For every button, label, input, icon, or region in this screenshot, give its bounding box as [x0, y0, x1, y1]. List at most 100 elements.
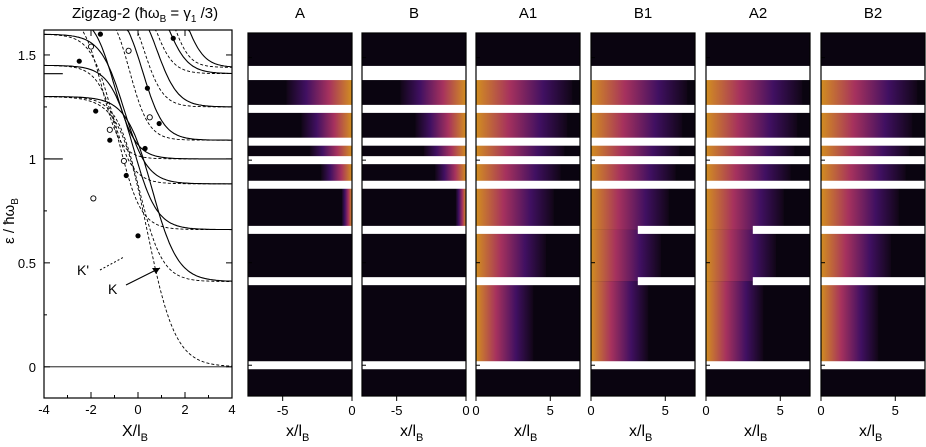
map-x-tick-label: -5 [277, 403, 289, 418]
map-intensity-region [821, 229, 891, 282]
map-intensity-region [435, 160, 466, 185]
map-frame [590, 32, 696, 397]
map-x-tick-label: 0 [702, 403, 709, 418]
map-panel-b: B -5 0 x/lB [361, 5, 470, 444]
bright-band [362, 137, 466, 146]
bright-band [248, 104, 352, 113]
bright-band [821, 361, 925, 370]
bright-band [476, 361, 580, 370]
map-panel-b1: B1 0 5 x/lB [587, 5, 696, 444]
map-panels: A -5 0 x/lB B -5 0 x/lB A1 0 5 x/lB B1 0 5 x/lB A2 0 5 x/lB… [247, 5, 926, 444]
open-marker [146, 114, 153, 121]
bright-band [362, 65, 466, 74]
map-panel-title: B1 [634, 5, 652, 22]
bright-band [752, 277, 810, 286]
bright-band [821, 72, 925, 81]
map-intensity-region [821, 184, 899, 230]
x-tick-label: -2 [85, 402, 97, 417]
map-frame [820, 32, 926, 397]
open-marker [120, 157, 127, 165]
map-intensity-region [301, 108, 352, 142]
map-intensity-region [821, 160, 906, 185]
bright-band [591, 72, 695, 81]
map-xlabel: x/lB [629, 423, 652, 444]
map-xlabel: x/lB [859, 423, 882, 444]
k-prime-curve [44, 29, 232, 108]
bright-band [248, 156, 352, 165]
map-intensity-region [821, 141, 910, 161]
map-intensity-region [455, 184, 466, 230]
y-tick-label: 1.5 [18, 48, 36, 63]
map-x-tick-label: 5 [777, 403, 784, 418]
bright-band [706, 361, 810, 370]
map-x-tick-label: 0 [348, 403, 355, 418]
bright-band [706, 180, 810, 189]
y-tick-label: 0 [29, 360, 36, 375]
map-intensity-region [341, 184, 352, 230]
filled-marker [107, 137, 113, 143]
bright-band [362, 225, 466, 234]
svg-text:ε / ħωB: ε / ħωB [1, 198, 21, 244]
left-curves [43, 29, 233, 368]
map-x-tick-label: 0 [587, 403, 594, 418]
map-frame [705, 32, 811, 397]
map-panel-a1: A1 0 5 x/lB [472, 5, 581, 444]
bright-band [591, 156, 695, 165]
open-marker [125, 47, 132, 54]
map-xlabel: x/lB [514, 423, 537, 444]
open-marker [106, 126, 113, 133]
k-prime-curve [44, 65, 232, 231]
bright-band [591, 361, 695, 370]
bright-band [821, 137, 925, 146]
k-curve [44, 64, 232, 231]
map-intensity-region [591, 108, 683, 142]
map-intensity-region [476, 141, 565, 161]
left-panel: Zigzag-2 (ħωB = γ1 /3) -4 -2 0 2 4 0 0.5 1 1.5 K… [1, 5, 236, 444]
k-prime-arrow [99, 256, 125, 271]
bright-band [706, 65, 810, 74]
bright-band [591, 137, 695, 146]
map-intensity-region [706, 76, 803, 109]
map-intensity-region [821, 281, 879, 366]
k-prime-curve [44, 96, 232, 282]
left-axis-ticks: -4 -2 0 2 4 0 0.5 1 1.5 [18, 30, 236, 417]
k-prime-curve [44, 29, 232, 141]
bright-band [248, 225, 352, 234]
bright-band [591, 104, 695, 113]
bright-band [821, 104, 925, 113]
map-panel-a2: A2 0 5 x/lB [702, 5, 811, 444]
bright-band [248, 137, 352, 146]
k-curve [44, 29, 232, 108]
x-tick-label: 0 [134, 402, 141, 417]
left-panel-title: Zigzag-2 (ħωB = γ1 /3) [72, 5, 218, 25]
map-x-tick-label: 0 [472, 403, 479, 418]
map-x-tick-label: 5 [892, 403, 899, 418]
open-marker [87, 43, 95, 50]
filled-marker [93, 108, 99, 114]
open-marker [90, 195, 97, 202]
map-panel-title: B2 [864, 5, 882, 22]
filled-marker [144, 85, 150, 91]
map-x-tick-label: 5 [547, 403, 554, 418]
map-intensity-region [476, 160, 561, 185]
map-intensity-region [476, 184, 554, 230]
map-panel-title: A1 [519, 5, 537, 22]
map-intensity-region [706, 141, 795, 161]
k-arrow-head [152, 268, 160, 274]
map-intensity-region [423, 141, 466, 161]
filled-marker [76, 58, 82, 64]
map-frame [361, 32, 467, 397]
bright-band [821, 225, 925, 234]
map-intensity-region [476, 281, 534, 366]
map-xlabel: x/lB [286, 423, 309, 444]
map-intensity-region [706, 108, 798, 142]
bright-band [476, 180, 580, 189]
map-intensity-region [821, 108, 913, 142]
bright-band [248, 65, 352, 74]
k-prime-label: K' [77, 262, 89, 278]
y-tick-label: 0.5 [18, 256, 36, 271]
bright-band [362, 180, 466, 189]
map-intensity-region [591, 141, 680, 161]
bright-band [248, 361, 352, 370]
